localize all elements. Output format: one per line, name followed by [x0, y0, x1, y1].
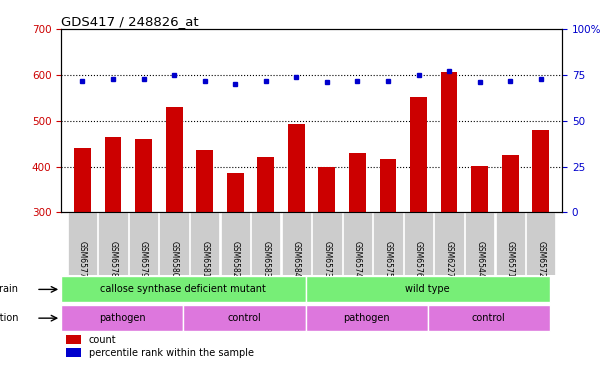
- Text: GSM6578: GSM6578: [109, 240, 117, 277]
- Text: strain: strain: [0, 284, 18, 294]
- Bar: [227, 173, 244, 212]
- Bar: [282, 212, 311, 275]
- Text: infection: infection: [0, 313, 18, 323]
- Text: callose synthase deficient mutant: callose synthase deficient mutant: [100, 284, 266, 294]
- Bar: [465, 212, 494, 275]
- Bar: [526, 212, 555, 275]
- Text: control: control: [227, 313, 262, 323]
- Bar: [74, 148, 91, 212]
- Text: GSM6577: GSM6577: [78, 240, 87, 277]
- Text: GSM6581: GSM6581: [200, 240, 209, 277]
- Bar: [196, 150, 213, 212]
- Bar: [410, 97, 427, 212]
- Text: GSM6572: GSM6572: [536, 240, 545, 277]
- Bar: [441, 72, 458, 212]
- Bar: [159, 212, 189, 275]
- Text: GSM6580: GSM6580: [170, 240, 178, 277]
- Text: wild type: wild type: [405, 284, 450, 294]
- Text: GDS417 / 248826_at: GDS417 / 248826_at: [61, 15, 199, 28]
- Bar: [379, 159, 397, 212]
- Text: count: count: [89, 335, 116, 345]
- Bar: [532, 130, 549, 212]
- Bar: [66, 335, 81, 344]
- Bar: [135, 139, 152, 212]
- Bar: [166, 107, 183, 212]
- Text: percentile rank within the sample: percentile rank within the sample: [89, 348, 254, 358]
- Bar: [190, 212, 219, 275]
- Bar: [404, 212, 433, 275]
- Text: GSM6573: GSM6573: [323, 240, 331, 277]
- Text: GSM6575: GSM6575: [384, 240, 392, 277]
- Bar: [104, 137, 122, 212]
- Bar: [312, 212, 342, 275]
- Text: GSM6574: GSM6574: [353, 240, 362, 277]
- Bar: [129, 212, 158, 275]
- Bar: [68, 212, 97, 275]
- Bar: [343, 212, 372, 275]
- Text: GSM6583: GSM6583: [262, 240, 270, 277]
- Bar: [66, 348, 81, 357]
- Text: GSM6582: GSM6582: [231, 240, 240, 277]
- Bar: [502, 155, 519, 212]
- Bar: [349, 153, 366, 212]
- Bar: [306, 276, 550, 302]
- Bar: [306, 305, 428, 331]
- Bar: [251, 212, 280, 275]
- Text: GSM6584: GSM6584: [292, 240, 301, 277]
- Text: GSM6544: GSM6544: [475, 240, 484, 277]
- Text: GSM6571: GSM6571: [506, 240, 514, 277]
- Text: GSM6579: GSM6579: [139, 240, 148, 277]
- Bar: [318, 167, 335, 212]
- Bar: [428, 305, 550, 331]
- Bar: [221, 212, 250, 275]
- Bar: [434, 212, 464, 275]
- Bar: [61, 276, 306, 302]
- Bar: [98, 212, 128, 275]
- Text: GSM6227: GSM6227: [445, 240, 453, 277]
- Bar: [288, 124, 305, 212]
- Bar: [471, 165, 488, 212]
- Bar: [373, 212, 403, 275]
- Bar: [257, 157, 274, 212]
- Text: pathogen: pathogen: [343, 313, 390, 323]
- Text: pathogen: pathogen: [99, 313, 145, 323]
- Bar: [61, 305, 183, 331]
- Text: GSM6576: GSM6576: [414, 240, 423, 277]
- Text: control: control: [472, 313, 506, 323]
- Bar: [183, 305, 306, 331]
- Bar: [496, 212, 525, 275]
